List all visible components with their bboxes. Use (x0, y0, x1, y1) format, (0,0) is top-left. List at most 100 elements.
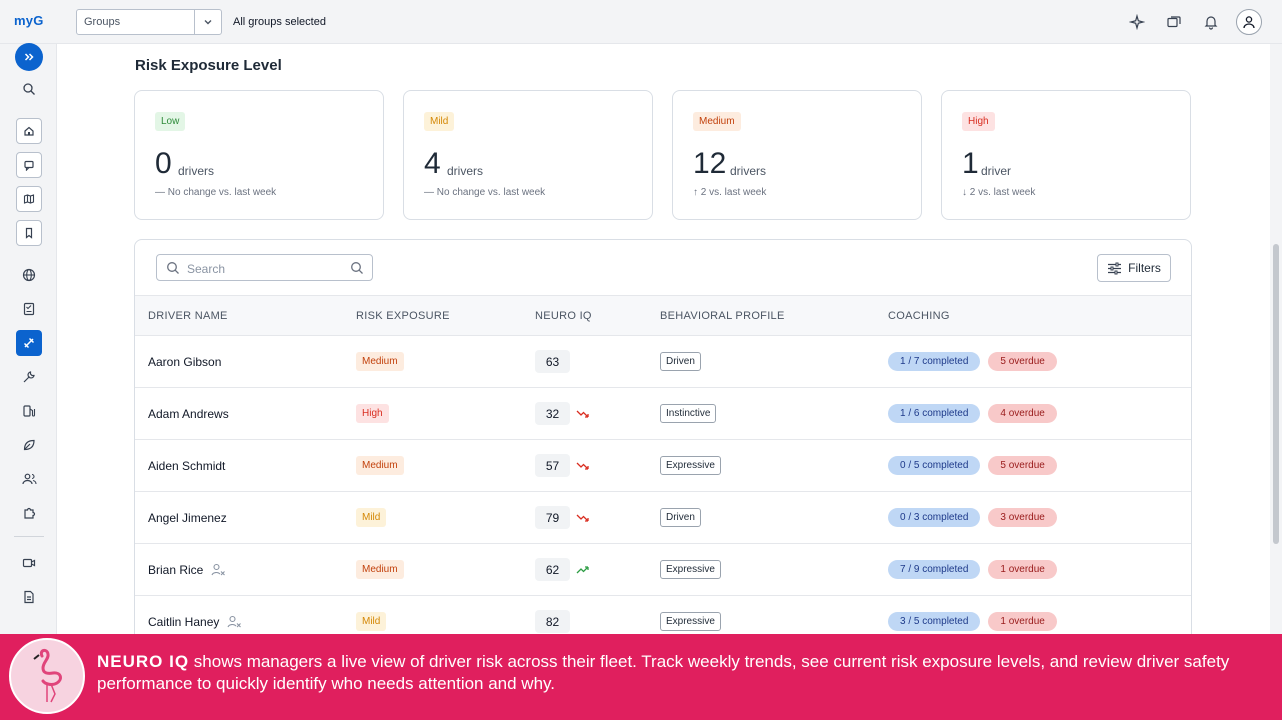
column-header[interactable]: DRIVER NAME (148, 310, 228, 322)
table-row[interactable]: Caitlin Haney Mild 82 Expressive 3 / 5 c… (135, 596, 1191, 634)
sidebar-video-icon[interactable] (16, 550, 42, 576)
bell-icon[interactable] (1199, 9, 1223, 35)
table-row[interactable]: Aaron Gibson Medium 63 Driven 1 / 7 comp… (135, 336, 1191, 388)
app-logo[interactable]: myG (14, 13, 44, 28)
coaching-overdue-badge[interactable]: 5 overdue (988, 352, 1057, 371)
sidebar-bookmark-icon[interactable] (16, 220, 42, 246)
behavioral-profile-tag: Expressive (660, 612, 721, 631)
risk-card-medium[interactable]: Medium 12 drivers ↑ 2 vs. last week (672, 90, 922, 220)
sidebar-users-icon[interactable] (16, 466, 42, 492)
table-row[interactable]: Aiden Schmidt Medium 57 Expressive 0 / 5… (135, 440, 1191, 492)
table-row[interactable]: Angel Jimenez Mild 79 Driven 0 / 3 compl… (135, 492, 1191, 544)
groups-selection-text: All groups selected (233, 16, 326, 28)
behavioral-profile-tag: Expressive (660, 456, 721, 475)
user-icon (1243, 16, 1255, 29)
risk-badge: Mild (356, 612, 387, 631)
coaching-overdue-badge[interactable]: 1 overdue (988, 612, 1057, 631)
banner-message: NEURO IQ shows managers a live view of d… (97, 651, 1267, 695)
column-header[interactable]: BEHAVIORAL PROFILE (660, 310, 785, 322)
behavioral-profile-tag: Instinctive (660, 404, 717, 423)
top-bar: myG Groups All groups selected (0, 0, 1282, 44)
coaching-overdue-badge[interactable]: 3 overdue (988, 508, 1057, 527)
sparkle-icon[interactable] (1125, 9, 1149, 35)
risk-card-high[interactable]: High 1 driver ↓ 2 vs. last week (941, 90, 1191, 220)
coaching-completed-badge[interactable]: 7 / 9 completed (888, 560, 981, 579)
table-row[interactable]: Adam Andrews High 32 Instinctive 1 / 6 c… (135, 388, 1191, 440)
groups-dropdown-label: Groups (77, 10, 195, 34)
page-scrollbar[interactable] (1270, 44, 1282, 634)
driver-name[interactable]: Brian Rice (148, 562, 204, 577)
risk-card-mild[interactable]: Mild 4 drivers — No change vs. last week (403, 90, 653, 220)
double-chevron-right-icon (24, 53, 34, 61)
weekly-trend: ↓ 2 vs. last week (962, 187, 1036, 198)
sidebar-search-icon[interactable] (16, 76, 42, 102)
search-input[interactable]: Search (156, 254, 373, 281)
risk-badge: Medium (356, 456, 404, 475)
main-content: Risk Exposure Level Low 0 drivers — No c… (58, 44, 1270, 634)
driver-name[interactable]: Caitlin Haney (148, 614, 220, 629)
sidebar-home-icon[interactable] (16, 118, 42, 144)
risk-badge: Mild (356, 508, 387, 527)
driver-count: 0 (155, 147, 172, 180)
column-header[interactable]: NEURO IQ (535, 310, 592, 322)
sidebar-leaf-icon[interactable] (16, 432, 42, 458)
user-avatar[interactable] (1236, 9, 1262, 35)
promo-banner: NEURO IQ shows managers a live view of d… (0, 634, 1282, 720)
neuro-iq-brand: NEURO IQ (97, 652, 190, 671)
driver-name[interactable]: Adam Andrews (148, 406, 229, 421)
sidebar-puzzle-icon[interactable] (16, 500, 42, 526)
sidebar-fuel-icon[interactable] (16, 398, 42, 424)
risk-level-badge: High (962, 112, 995, 131)
driver-count: 1 (962, 147, 979, 180)
sidebar-document-icon[interactable] (16, 584, 42, 610)
expand-sidebar-button[interactable] (15, 43, 43, 71)
behavioral-profile-tag: Driven (660, 508, 701, 527)
behavioral-profile-tag: Expressive (660, 560, 721, 579)
column-header[interactable]: RISK EXPOSURE (356, 310, 450, 322)
neuro-iq-score: 63 (535, 350, 570, 373)
filters-label: Filters (1128, 261, 1161, 275)
driver-name[interactable]: Aaron Gibson (148, 354, 222, 369)
coaching-overdue-badge[interactable]: 1 overdue (988, 560, 1057, 579)
sidebar-map-icon[interactable] (16, 186, 42, 212)
trend-up-icon (576, 565, 589, 573)
sidebar-message-icon[interactable] (16, 152, 42, 178)
risk-card-low[interactable]: Low 0 drivers — No change vs. last week (134, 90, 384, 220)
weekly-trend: ↑ 2 vs. last week (693, 187, 767, 198)
coaching-completed-badge[interactable]: 1 / 6 completed (888, 404, 981, 423)
sidebar-safety-icon[interactable] (16, 330, 42, 356)
chevron-down-icon[interactable] (195, 10, 221, 34)
sidebar-checklist-icon[interactable] (16, 296, 42, 322)
sidebar-wrench-icon[interactable] (16, 364, 42, 390)
driver-unit: driver (981, 164, 1012, 178)
coaching-completed-badge[interactable]: 0 / 3 completed (888, 508, 981, 527)
coaching-overdue-badge[interactable]: 5 overdue (988, 456, 1057, 475)
coaching-overdue-badge[interactable]: 4 overdue (988, 404, 1057, 423)
neuro-iq-score: 32 (535, 402, 570, 425)
driver-unit: drivers (447, 164, 484, 178)
driver-name[interactable]: Angel Jimenez (148, 510, 227, 525)
windows-icon[interactable] (1162, 9, 1186, 35)
weekly-trend: — No change vs. last week (424, 187, 546, 198)
flamingo-logo (9, 638, 85, 714)
driver-count: 12 (693, 147, 727, 180)
weekly-trend: — No change vs. last week (155, 187, 277, 198)
search-icon (167, 262, 179, 274)
driver-unit: drivers (730, 164, 767, 178)
sidebar-globe-icon[interactable] (16, 262, 42, 288)
coaching-completed-badge[interactable]: 1 / 7 completed (888, 352, 981, 371)
groups-dropdown[interactable]: Groups (76, 9, 222, 35)
driver-name[interactable]: Aiden Schmidt (148, 458, 226, 473)
drivers-table-panel: Search Filters DRIVER NAME RISK EXPOSURE… (134, 239, 1192, 634)
sidebar-divider (14, 536, 44, 537)
risk-badge: Medium (356, 352, 404, 371)
coaching-completed-badge[interactable]: 0 / 5 completed (888, 456, 981, 475)
coaching-completed-badge[interactable]: 3 / 5 completed (888, 612, 981, 631)
scrollbar-thumb[interactable] (1273, 244, 1279, 544)
table-row[interactable]: Brian Rice Medium 62 Expressive 7 / 9 co… (135, 544, 1191, 596)
column-header[interactable]: COACHING (888, 310, 950, 322)
risk-level-badge: Mild (424, 112, 455, 131)
filters-button[interactable]: Filters (1097, 254, 1171, 282)
trend-down-icon (576, 514, 589, 522)
sliders-icon (1108, 262, 1122, 274)
